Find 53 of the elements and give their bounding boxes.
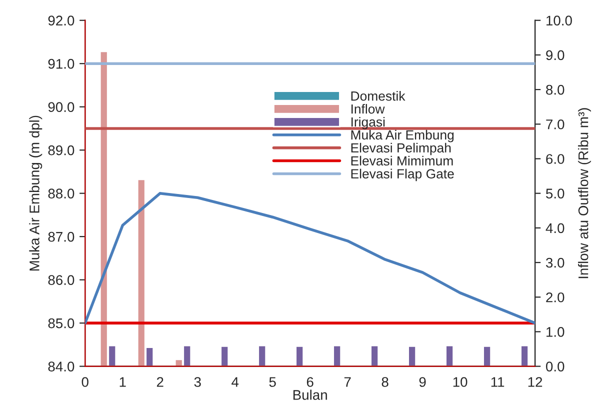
y2-tick-label: 7.0 — [546, 119, 564, 130]
x-tick-label: 2 — [156, 377, 164, 387]
legend-label: Elevasi Mimimum — [351, 156, 453, 166]
bar — [482, 346, 492, 366]
y2-tick-label: 9.0 — [546, 50, 564, 60]
x-tick-label: 6 — [306, 377, 314, 387]
y2-tick-label: 6.0 — [546, 154, 564, 164]
x-tick-label: 8 — [382, 377, 388, 387]
y2-tick-label: 3.0 — [546, 258, 564, 268]
y2-tick-label: 1.0 — [546, 327, 564, 337]
legend-label: Irigasi — [351, 116, 385, 130]
y-tick-label: 88.0 — [48, 188, 74, 198]
y-tick-label: 91.0 — [48, 58, 74, 69]
y-tick-label: 92.0 — [48, 16, 74, 26]
y-tick-label: 90.0 — [48, 102, 74, 112]
line-series — [85, 192, 536, 324]
y2-axis-title: Inflow atu Outflow (Ribu m³) — [578, 108, 591, 278]
legend-label: Elevasi Pelimpah — [351, 142, 451, 156]
y2-tick-label: 5.0 — [546, 188, 564, 198]
y2-tick-label: 4.0 — [546, 223, 564, 234]
y-tick-label: 85.0 — [48, 318, 74, 328]
bar — [445, 344, 454, 366]
x-tick-label: 0 — [82, 377, 88, 387]
x-tick-label: 7 — [344, 377, 351, 387]
bar — [220, 346, 230, 366]
bar — [520, 344, 529, 366]
legend-label: Inflow — [351, 104, 385, 114]
bar — [258, 344, 267, 366]
legend-label: Elevasi Flap Gate — [351, 168, 454, 182]
legend-label: Muka Air Embung — [351, 130, 454, 142]
y2-tick-label: 2.0 — [546, 292, 564, 302]
x-tick-label: 4 — [232, 377, 239, 387]
bar — [295, 346, 304, 366]
bar — [370, 344, 380, 366]
x-axis-title: Bulan — [293, 390, 327, 400]
x-tick-label: 5 — [269, 377, 276, 387]
y-tick-label: 87.0 — [48, 232, 74, 242]
x-tick-label: 10 — [453, 377, 468, 387]
y-axis-title: Muka Air Embung (m dpl) — [29, 116, 42, 271]
bar — [332, 344, 342, 366]
x-tick-label: 9 — [419, 377, 426, 387]
y2-tick-label: 10.0 — [546, 16, 572, 26]
bar — [408, 346, 417, 366]
x-tick-label: 12 — [528, 377, 542, 387]
x-tick-label: 3 — [194, 377, 201, 387]
y-tick-label: 86.0 — [48, 275, 74, 285]
y-tick-label: 89.0 — [48, 145, 74, 156]
y2-tick-label: 8.0 — [546, 84, 564, 95]
y-tick-label: 84.0 — [48, 362, 74, 372]
legend-label: Domestik — [351, 91, 406, 101]
x-tick-label: 11 — [491, 377, 504, 387]
x-tick-label: 1 — [120, 377, 126, 387]
y2-tick-label: 0.0 — [546, 362, 564, 372]
